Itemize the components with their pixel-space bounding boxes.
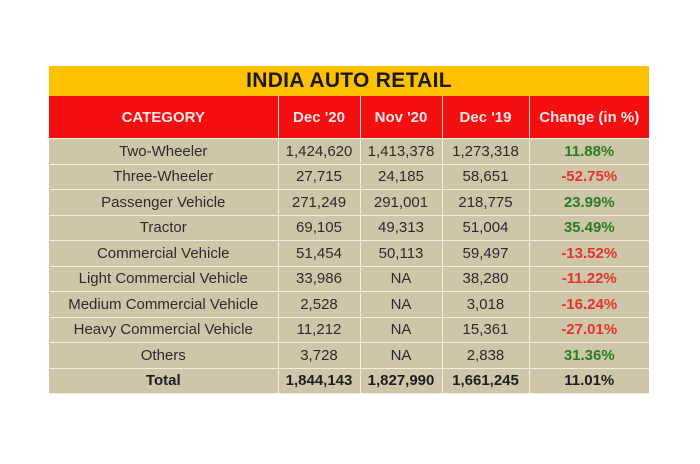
category-cell: Passenger Vehicle <box>49 189 279 216</box>
change-cell: -16.24% <box>528 291 649 318</box>
table-row: Others 3,728 NA 2,838 31.36% <box>49 342 649 369</box>
dec19-cell: 218,775 <box>441 189 530 216</box>
table-row: Heavy Commercial Vehicle 11,212 NA 15,36… <box>49 316 649 343</box>
dec20-cell: 271,249 <box>277 189 361 216</box>
dec19-cell: 2,838 <box>441 342 530 369</box>
change-cell: 23.99% <box>528 189 649 216</box>
category-cell: Heavy Commercial Vehicle <box>49 316 279 343</box>
change-cell: -27.01% <box>528 316 649 343</box>
table-row: Commercial Vehicle 51,454 50,113 59,497 … <box>49 240 649 267</box>
total-nov20: 1,827,990 <box>359 367 443 394</box>
dec19-cell: 51,004 <box>441 214 530 241</box>
dec20-cell: 1,424,620 <box>277 138 361 165</box>
change-cell: 11.88% <box>528 138 649 165</box>
category-cell: Others <box>49 342 279 369</box>
dec19-cell: 1,273,318 <box>441 138 530 165</box>
header-nov-20: Nov '20 <box>359 96 443 139</box>
change-cell: -13.52% <box>528 240 649 267</box>
category-cell: Three-Wheeler <box>49 163 279 190</box>
header-row: CATEGORY Dec '20 Nov '20 Dec '19 Change … <box>49 96 649 139</box>
nov20-cell: 1,413,378 <box>359 138 443 165</box>
nov20-cell: NA <box>359 265 443 292</box>
header-dec-19: Dec '19 <box>441 96 530 139</box>
header-category: CATEGORY <box>49 96 279 139</box>
table-row: Tractor 69,105 49,313 51,004 35.49% <box>49 214 649 241</box>
dec19-cell: 58,651 <box>441 163 530 190</box>
nov20-cell: NA <box>359 291 443 318</box>
dec19-cell: 38,280 <box>441 265 530 292</box>
total-dec20: 1,844,143 <box>277 367 361 394</box>
table-row: Two-Wheeler 1,424,620 1,413,378 1,273,31… <box>49 138 649 165</box>
category-cell: Light Commercial Vehicle <box>49 265 279 292</box>
nov20-cell: NA <box>359 342 443 369</box>
header-dec-20: Dec '20 <box>277 96 361 139</box>
auto-retail-table: CATEGORY Dec '20 Nov '20 Dec '19 Change … <box>49 96 649 394</box>
category-cell: Commercial Vehicle <box>49 240 279 267</box>
category-cell: Two-Wheeler <box>49 138 279 165</box>
table-row: Light Commercial Vehicle 33,986 NA 38,28… <box>49 265 649 292</box>
category-cell: Tractor <box>49 214 279 241</box>
dec20-cell: 33,986 <box>277 265 361 292</box>
change-cell: -52.75% <box>528 163 649 190</box>
nov20-cell: 50,113 <box>359 240 443 267</box>
category-cell: Medium Commercial Vehicle <box>49 291 279 318</box>
dec19-cell: 3,018 <box>441 291 530 318</box>
dec20-cell: 2,528 <box>277 291 361 318</box>
total-row: Total 1,844,143 1,827,990 1,661,245 11.0… <box>49 367 649 394</box>
dec19-cell: 15,361 <box>441 316 530 343</box>
total-dec19: 1,661,245 <box>441 367 530 394</box>
nov20-cell: 49,313 <box>359 214 443 241</box>
dec20-cell: 69,105 <box>277 214 361 241</box>
change-cell: -11.22% <box>528 265 649 292</box>
table-title: INDIA AUTO RETAIL <box>49 66 649 96</box>
auto-retail-table-container: INDIA AUTO RETAIL CATEGORY Dec '20 Nov '… <box>49 66 649 394</box>
table-row: Passenger Vehicle 271,249 291,001 218,77… <box>49 189 649 216</box>
nov20-cell: NA <box>359 316 443 343</box>
total-label: Total <box>49 367 279 394</box>
dec20-cell: 51,454 <box>277 240 361 267</box>
total-change: 11.01% <box>528 367 649 394</box>
change-cell: 35.49% <box>528 214 649 241</box>
dec19-cell: 59,497 <box>441 240 530 267</box>
dec20-cell: 27,715 <box>277 163 361 190</box>
dec20-cell: 11,212 <box>277 316 361 343</box>
change-cell: 31.36% <box>528 342 649 369</box>
nov20-cell: 291,001 <box>359 189 443 216</box>
dec20-cell: 3,728 <box>277 342 361 369</box>
table-row: Medium Commercial Vehicle 2,528 NA 3,018… <box>49 291 649 318</box>
header-change: Change (in %) <box>528 96 649 139</box>
nov20-cell: 24,185 <box>359 163 443 190</box>
table-row: Three-Wheeler 27,715 24,185 58,651 -52.7… <box>49 163 649 190</box>
